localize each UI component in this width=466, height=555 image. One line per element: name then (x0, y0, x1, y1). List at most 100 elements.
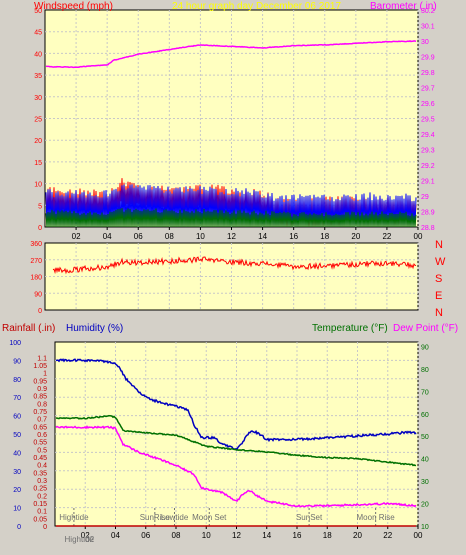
humidity-tick-label: 40 (13, 450, 21, 457)
temperature-tick-label: 60 (421, 412, 429, 419)
rainfall-tick-label: 0.35 (33, 470, 47, 477)
temperature-axis-label: Temperature (°F) (312, 323, 388, 334)
windspeed-tick-label: 15 (34, 160, 42, 167)
barometer-tick-label: 29.6 (421, 101, 435, 108)
barometer-tick-label: 29.7 (421, 86, 435, 93)
wind-x-label: 14 (258, 232, 267, 241)
windspeed-tick-label: 45 (34, 30, 42, 37)
wind-x-label: 22 (382, 232, 391, 241)
direction-tick-label: 360 (30, 241, 42, 248)
rainfall-tick-label: 0.95 (33, 378, 47, 385)
temp-x-label: 02 (81, 531, 90, 540)
rainfall-tick-label: 0.15 (33, 501, 47, 508)
barometer-tick-label: 28.9 (421, 210, 435, 217)
windspeed-tick-label: 5 (38, 203, 42, 210)
windspeed-tick-label: 25 (34, 117, 42, 124)
rainfall-axis-label: Rainfall (.in) (2, 323, 55, 334)
windspeed-tick-label: 35 (34, 73, 42, 80)
event-label: SunRise (140, 513, 171, 522)
humidity-tick-label: 0 (17, 524, 21, 531)
wind-x-label: 04 (103, 232, 112, 241)
wind-x-label: 16 (289, 232, 298, 241)
barometer-axis-label: Barometer (.in) (370, 1, 437, 12)
temp-x-label: 16 (293, 531, 302, 540)
barometer-tick-label: 29.9 (421, 55, 435, 62)
humidity-tick-label: 90 (13, 358, 21, 365)
wind-x-label: 08 (165, 232, 174, 241)
event-label: SunSet (296, 513, 323, 522)
humidity-tick-label: 30 (13, 469, 21, 476)
rainfall-tick-label: 0.55 (33, 440, 47, 447)
dewpoint-series (55, 425, 417, 508)
rainfall-tick-label: 0.75 (33, 409, 47, 416)
direction-tick-label: 180 (30, 275, 42, 282)
wind-x-label: 20 (351, 232, 360, 241)
compass-label: W (435, 256, 446, 268)
windspeed-tick-label: 50 (34, 8, 42, 15)
temp-x-label: 20 (353, 531, 362, 540)
wind-direction-series (52, 256, 417, 275)
rainfall-tick-label: 0.8 (37, 401, 47, 408)
event-label: 02 (85, 535, 94, 544)
barometer-tick-label: 29.8 (421, 70, 435, 77)
event-label: Hightide (65, 535, 95, 544)
windspeed-tick-label: 10 (34, 182, 42, 189)
barometer-series (45, 40, 417, 69)
barometer-tick-label: 29.2 (421, 163, 435, 170)
windspeed-tick-label: 0 (38, 225, 42, 232)
direction-tick-label: 0 (38, 308, 42, 315)
rainfall-tick-label: 1.1 (37, 355, 47, 362)
rainfall-tick-label: 0.85 (33, 394, 47, 401)
rainfall-tick-label: 0.3 (37, 478, 47, 485)
humidity-tick-label: 70 (13, 395, 21, 402)
temp-x-label: 04 (111, 531, 120, 540)
rainfall-tick-label: 0.25 (33, 486, 47, 493)
event-label: Lowtide (161, 513, 189, 522)
temp-x-label: 22 (383, 531, 392, 540)
humidity-tick-label: 10 (13, 506, 21, 513)
direction-tick-label: 90 (34, 291, 42, 298)
barometer-tick-label: 29.3 (421, 148, 435, 155)
barometer-tick-label: 29.1 (421, 179, 435, 186)
wind-x-label: 12 (227, 232, 236, 241)
barometer-tick-label: 29.5 (421, 117, 435, 124)
temperature-tick-label: 40 (421, 457, 429, 464)
wind-low-series (45, 208, 417, 228)
temp-x-label: 18 (323, 531, 332, 540)
rainfall-tick-label: 0.6 (37, 432, 47, 439)
rainfall-tick-label: 0.4 (37, 463, 47, 470)
temp-x-label: 12 (232, 531, 241, 540)
temperature-tick-label: 80 (421, 367, 429, 374)
wind-x-label: 00 (414, 232, 423, 241)
temperature-tick-label: 10 (421, 524, 429, 531)
compass-label: N (435, 307, 443, 319)
rainfall-tick-label: 0 (43, 524, 47, 531)
compass-label: S (435, 273, 442, 285)
temp-x-label: 08 (172, 531, 181, 540)
wind-x-label: 10 (196, 232, 205, 241)
temperature-tick-label: 90 (421, 344, 429, 351)
windspeed-tick-label: 30 (34, 95, 42, 102)
chart-title: 24 hour graph day December 06 2017 (172, 1, 341, 12)
humidity-axis-label: Humidity (%) (66, 323, 123, 334)
direction-tick-label: 270 (30, 258, 42, 265)
humidity-tick-label: 50 (13, 432, 21, 439)
temperature-tick-label: 30 (421, 479, 429, 486)
barometer-tick-label: 29 (421, 194, 429, 201)
rainfall-tick-label: 0.7 (37, 417, 47, 424)
compass-label: E (435, 290, 442, 302)
compass-label: N (435, 239, 443, 251)
dewpoint-axis-label: Dew Point (°F) (393, 323, 458, 334)
temp-x-label: 10 (202, 531, 211, 540)
humidity-series (55, 358, 417, 451)
wind-x-label: 18 (320, 232, 329, 241)
rainfall-tick-label: 0.45 (33, 455, 47, 462)
temperature-tick-label: 50 (421, 434, 429, 441)
barometer-tick-label: 30 (421, 39, 429, 46)
barometer-tick-label: 28.8 (421, 225, 435, 232)
rainfall-tick-label: 1 (43, 371, 47, 378)
windspeed-tick-label: 20 (34, 138, 42, 145)
barometer-tick-label: 30.2 (421, 8, 435, 15)
